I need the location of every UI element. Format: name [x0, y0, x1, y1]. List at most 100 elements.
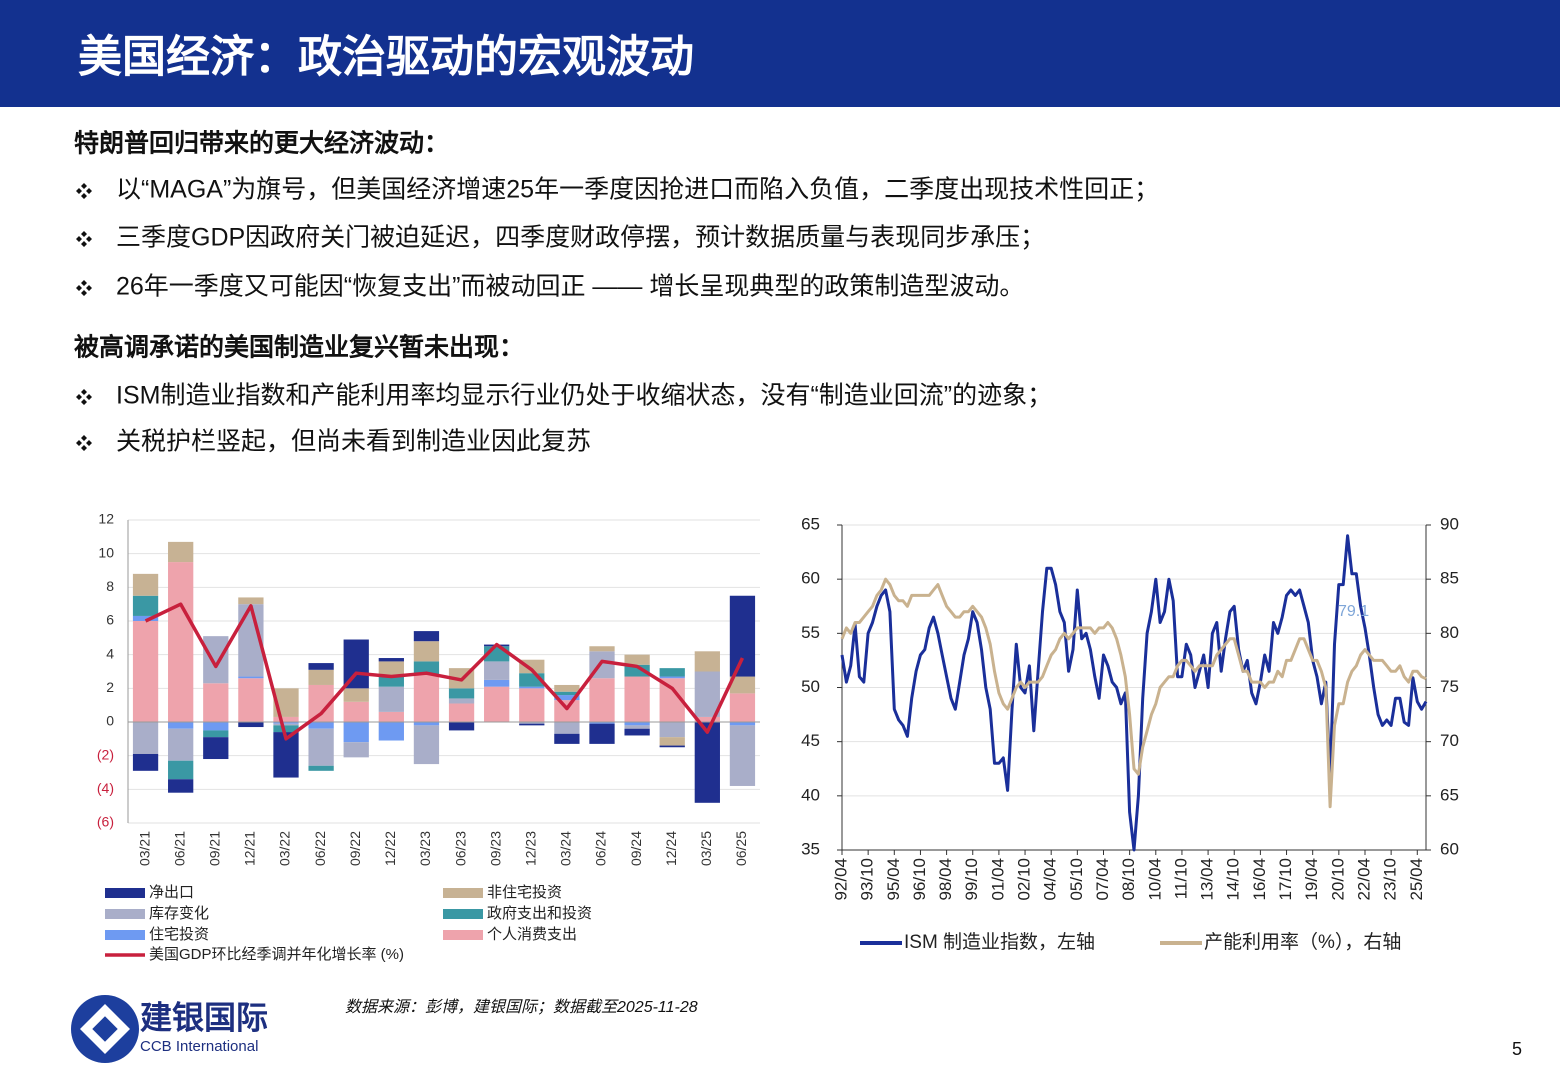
y-tick-label: 60 — [801, 569, 820, 588]
bar-segment — [273, 716, 299, 722]
legend-label: 净出口 — [149, 884, 194, 901]
y-tick-label: 50 — [801, 677, 820, 696]
x-tick-label: 14/10 — [1224, 858, 1243, 901]
series-line — [840, 577, 1427, 809]
bar-segment — [203, 730, 229, 738]
bar-segment — [659, 737, 685, 746]
bar-segment — [624, 722, 650, 726]
legend-swatch — [443, 888, 483, 898]
x-tick-label: 98/04 — [936, 858, 955, 901]
bar-segment — [554, 695, 580, 701]
y2-tick-label: 80 — [1440, 623, 1459, 642]
bullet-icon — [76, 183, 92, 199]
x-tick-label: 07/04 — [1093, 858, 1112, 901]
logo-name: 建银国际 — [140, 999, 268, 1035]
bar-segment — [203, 636, 229, 684]
bar-segment — [132, 615, 159, 621]
legend-swatch — [443, 930, 483, 940]
bar-segment — [554, 684, 580, 692]
legend-swatch — [105, 888, 145, 898]
bar-segment — [308, 728, 334, 766]
bar-segment — [554, 733, 580, 744]
bar-segment — [378, 686, 404, 712]
logo — [71, 995, 139, 1063]
legend-label: 库存变化 — [149, 905, 209, 922]
bar-segment — [589, 723, 615, 744]
y-tick-label: 8 — [106, 578, 114, 594]
x-tick-label: 09/23 — [487, 831, 503, 866]
bar-segment — [132, 573, 159, 596]
bar-segment — [343, 701, 369, 722]
bar-segment — [448, 698, 475, 704]
page-title: 美国经济：政治驱动的宏观波动 — [78, 33, 694, 82]
x-tick-label: 06/23 — [452, 831, 468, 866]
y2-tick-label: 65 — [1440, 785, 1459, 804]
bar-segment — [659, 676, 685, 679]
x-tick-label: 03/23 — [417, 831, 433, 866]
x-tick-label: 96/10 — [910, 858, 929, 901]
bar-segment — [378, 711, 404, 722]
bar-segment — [659, 745, 685, 748]
section-heading: 特朗普回归带来的更大经济波动： — [74, 129, 449, 158]
logo-subtitle: CCB International — [140, 1038, 258, 1055]
x-tick-label: 04/04 — [1041, 858, 1060, 901]
source-note: 数据来源：彭博，建银国际；数据截至2025-11-28 — [345, 998, 698, 1016]
y-tick-label: 55 — [801, 623, 820, 642]
x-tick-label: 01/04 — [988, 858, 1007, 901]
bullet-text: 三季度GDP因政府关门被迫延迟，四季度财政停摆，预计数据质量与表现同步承压； — [116, 224, 1045, 252]
x-tick-label: 09/22 — [347, 831, 363, 866]
bar-segment — [308, 663, 334, 670]
bar-segment — [554, 691, 580, 696]
x-tick-label: 09/21 — [206, 831, 222, 866]
x-tick-label: 05/10 — [1067, 858, 1086, 901]
x-tick-label: 06/22 — [312, 831, 328, 866]
bar-segment — [378, 661, 404, 677]
bar-segment — [519, 723, 545, 726]
bullet-icon — [76, 280, 92, 296]
y2-tick-label: 75 — [1440, 677, 1459, 696]
bar-segment — [659, 722, 685, 738]
x-tick-label: 10/04 — [1145, 858, 1164, 901]
bar-segment — [343, 688, 369, 702]
annotation: 79.1 — [1338, 603, 1369, 620]
bar-segment — [589, 722, 615, 724]
bar-segment — [413, 674, 440, 722]
x-tick-label: 93/10 — [858, 858, 877, 901]
x-tick-label: 12/24 — [663, 831, 679, 866]
bar-segment — [238, 676, 264, 679]
legend-label: 美国GDP环比经季调并年化增长率 (%) — [149, 946, 404, 963]
bar-segment — [694, 722, 720, 803]
legend-label: 产能利用率（%），右轴 — [1204, 931, 1401, 953]
bar-segment — [624, 676, 650, 722]
x-tick-label: 13/04 — [1198, 858, 1217, 901]
x-tick-label: 99/10 — [962, 858, 981, 901]
bar-segment — [343, 742, 369, 758]
bar-segment — [132, 595, 159, 616]
bar-segment — [519, 722, 545, 724]
x-tick-label: 16/04 — [1250, 858, 1269, 901]
y-tick-label: 2 — [106, 679, 114, 695]
x-tick-label: 03/22 — [277, 831, 293, 866]
x-tick-label: 06/25 — [733, 831, 749, 866]
x-tick-label: 03/25 — [698, 831, 714, 866]
bar-segment — [519, 686, 545, 689]
bar-segment — [343, 722, 369, 743]
x-tick-label: 08/10 — [1119, 858, 1138, 901]
bar-segment — [729, 722, 756, 726]
x-tick-label: 06/24 — [593, 831, 609, 866]
bar-segment — [168, 541, 194, 563]
bullet-text: 关税护栏竖起，但尚未看到制造业因此复苏 — [116, 428, 591, 456]
bar-segment — [519, 659, 545, 674]
bar-segment — [624, 725, 650, 729]
y2-tick-label: 85 — [1440, 569, 1459, 588]
bar-segment — [238, 597, 264, 605]
x-tick-label: 12/22 — [382, 831, 398, 866]
bar-segment — [273, 723, 299, 726]
legend-label: 政府支出和投资 — [487, 905, 592, 922]
bar-segment — [589, 646, 615, 652]
legend-label: 个人消费支出 — [487, 926, 577, 943]
bullet-text: ISM制造业指数和产能利用率均显示行业仍处于收缩状态，没有“制造业回流”的迹象； — [116, 382, 1052, 410]
x-tick-label: 19/04 — [1302, 858, 1321, 901]
bar-segment — [308, 722, 334, 729]
x-tick-label: 06/21 — [171, 831, 187, 866]
